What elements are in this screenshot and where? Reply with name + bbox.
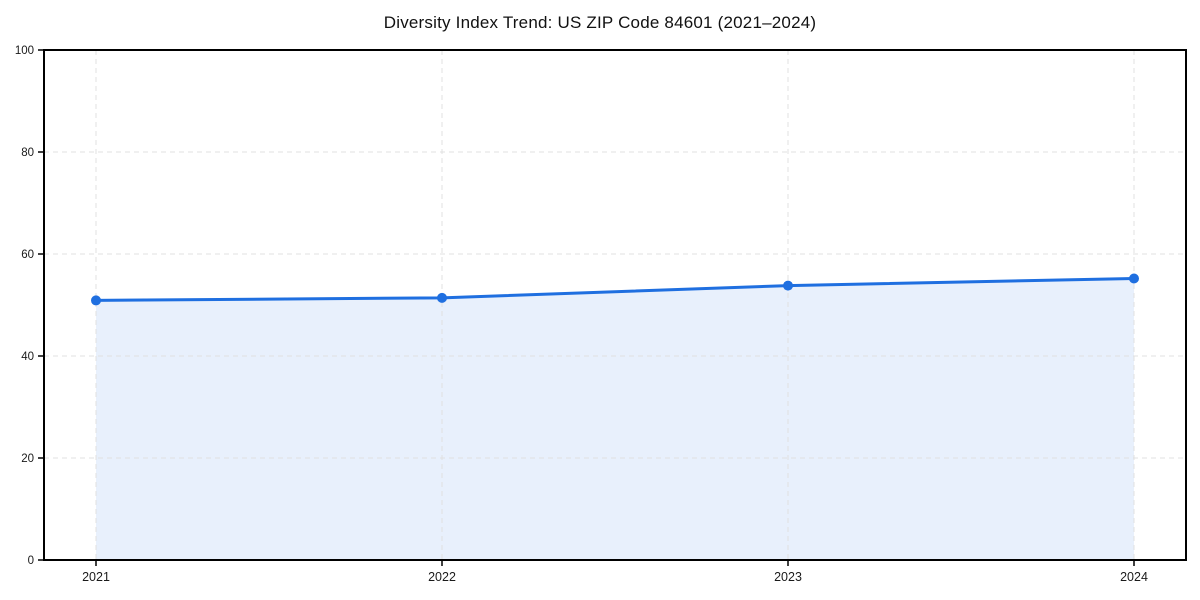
- series-line: [94, 276, 1136, 302]
- y-axis-tick-label: 80: [21, 147, 34, 159]
- y-axis-tick-label: 0: [28, 555, 34, 567]
- y-axis-tick-label: 60: [21, 249, 34, 261]
- data-point: [783, 280, 793, 291]
- data-point: [437, 292, 447, 303]
- x-axis-tick-label: 2023: [774, 570, 802, 584]
- y-axis-tick-label: 40: [21, 351, 34, 363]
- chart-title: Diversity Index Trend: US ZIP Code 84601…: [383, 13, 817, 32]
- y-axis-tick-label: 20: [21, 453, 34, 465]
- series-area-fill: [96, 278, 1134, 560]
- x-axis-tick-label: 2021: [82, 570, 110, 584]
- axes-spines: [43, 49, 1187, 561]
- x-axis-tick-label: 2024: [1120, 570, 1148, 584]
- data-point: [1129, 273, 1139, 284]
- x-axis-tick-label: 2022: [428, 570, 456, 584]
- data-point: [91, 295, 101, 306]
- y-axis-tick-label: 100: [15, 45, 34, 57]
